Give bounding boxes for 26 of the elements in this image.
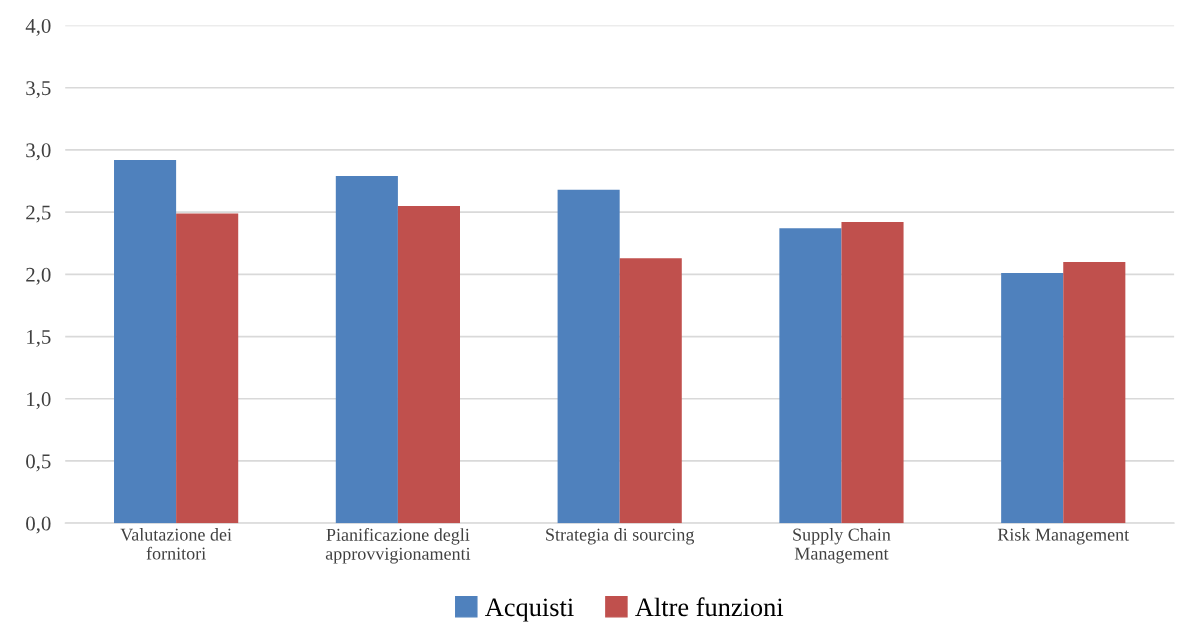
y-tick-label: 1,0 <box>27 392 51 410</box>
bar <box>619 258 682 524</box>
bar <box>841 222 904 524</box>
bar <box>779 228 842 524</box>
legend-label: Acquisti <box>485 598 574 622</box>
bar <box>1001 273 1064 524</box>
bar <box>176 213 239 524</box>
bar <box>557 189 620 524</box>
y-tick-label: 0,5 <box>26 454 51 472</box>
bar <box>397 205 460 524</box>
y-tick-label: 3,5 <box>26 81 51 99</box>
bar <box>335 176 398 524</box>
x-tick-label: Pianificazione degli approvvigionamenti <box>325 528 471 564</box>
y-tick-label: 3,0 <box>26 143 51 161</box>
legend-label: Altre funzioni <box>635 597 784 617</box>
x-tick-label: Strategia di sourcing <box>546 528 695 545</box>
y-tick-label: 1,5 <box>27 330 51 347</box>
y-tick-label: 4,0 <box>25 18 51 36</box>
y-tick-label: 2,5 <box>26 205 51 223</box>
x-tick-label: Supply Chain Management <box>793 528 891 564</box>
x-tick-label: Valutazione dei fornitori <box>120 528 232 560</box>
y-tick-label: 0,0 <box>26 516 51 534</box>
x-tick-label: Risk Management <box>997 528 1130 545</box>
y-tick-label: 2,0 <box>26 267 51 285</box>
bar <box>114 159 177 524</box>
bar <box>1063 261 1126 524</box>
